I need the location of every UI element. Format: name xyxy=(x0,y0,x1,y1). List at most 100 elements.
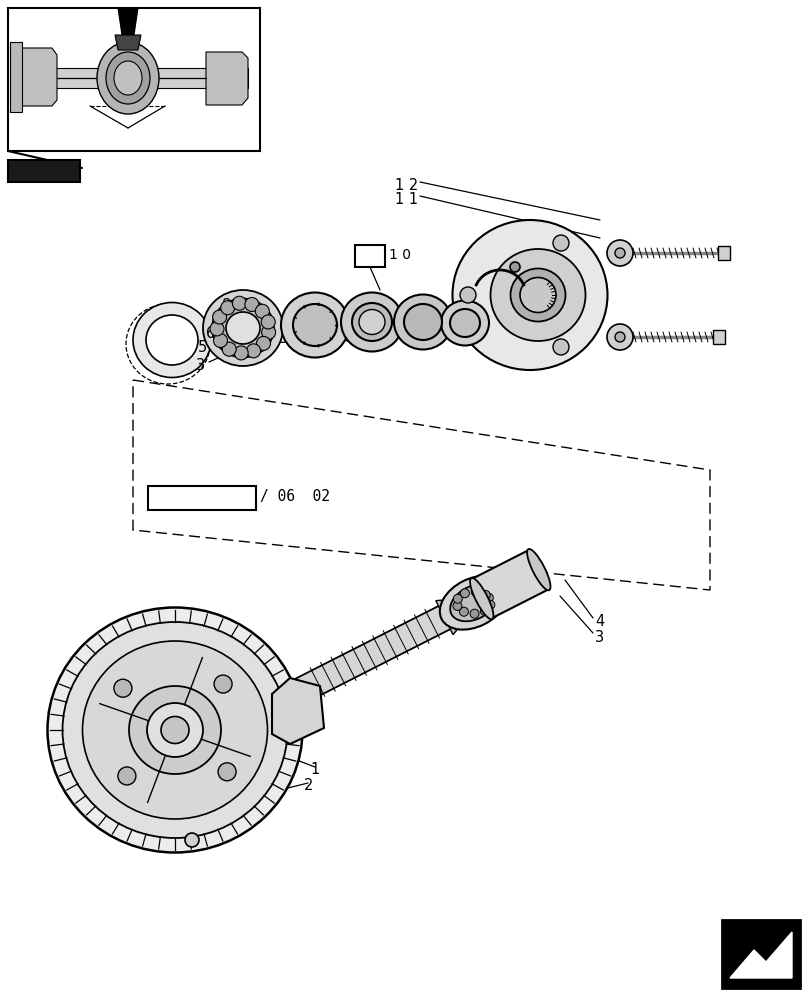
Circle shape xyxy=(460,589,469,598)
Ellipse shape xyxy=(351,303,392,341)
Ellipse shape xyxy=(440,576,507,630)
Circle shape xyxy=(481,590,490,599)
Circle shape xyxy=(232,296,246,310)
Bar xyxy=(8,8,260,151)
Ellipse shape xyxy=(83,641,267,819)
Ellipse shape xyxy=(510,268,564,322)
Ellipse shape xyxy=(129,686,221,774)
Text: 9: 9 xyxy=(358,248,367,262)
Bar xyxy=(721,920,799,988)
Circle shape xyxy=(247,344,260,358)
Circle shape xyxy=(470,609,478,618)
Text: 6: 6 xyxy=(206,326,215,341)
Ellipse shape xyxy=(161,716,189,744)
Text: 3: 3 xyxy=(594,630,603,645)
Polygon shape xyxy=(292,556,547,704)
Ellipse shape xyxy=(449,584,496,621)
Ellipse shape xyxy=(147,703,203,757)
Circle shape xyxy=(453,601,461,610)
Text: 8: 8 xyxy=(221,298,231,313)
Ellipse shape xyxy=(293,304,337,346)
Circle shape xyxy=(552,235,569,251)
Text: 3: 3 xyxy=(195,358,205,373)
Polygon shape xyxy=(118,8,138,35)
Text: 4: 4 xyxy=(594,614,603,629)
Text: / 06  02: / 06 02 xyxy=(260,489,329,504)
Circle shape xyxy=(453,594,461,603)
Ellipse shape xyxy=(281,292,349,358)
Ellipse shape xyxy=(146,315,198,365)
Polygon shape xyxy=(10,42,22,112)
Circle shape xyxy=(480,607,489,616)
Circle shape xyxy=(470,587,479,596)
Ellipse shape xyxy=(519,277,556,312)
Ellipse shape xyxy=(490,249,585,341)
Ellipse shape xyxy=(106,52,150,104)
Polygon shape xyxy=(272,678,324,744)
Circle shape xyxy=(607,324,633,350)
Circle shape xyxy=(460,287,475,303)
Text: 1 1: 1 1 xyxy=(394,192,418,207)
Bar xyxy=(148,486,255,510)
Bar xyxy=(731,932,753,948)
Polygon shape xyxy=(115,35,141,50)
Text: 1 0: 1 0 xyxy=(388,248,410,262)
Ellipse shape xyxy=(440,300,488,346)
Ellipse shape xyxy=(470,578,493,619)
Ellipse shape xyxy=(393,294,452,350)
Circle shape xyxy=(210,322,224,336)
Polygon shape xyxy=(471,550,548,618)
Circle shape xyxy=(256,336,270,350)
Ellipse shape xyxy=(62,622,287,838)
Polygon shape xyxy=(436,600,456,635)
Circle shape xyxy=(614,332,624,342)
Polygon shape xyxy=(20,48,57,106)
Circle shape xyxy=(261,325,275,339)
Circle shape xyxy=(261,315,275,329)
Circle shape xyxy=(221,301,234,315)
Circle shape xyxy=(118,767,135,785)
Circle shape xyxy=(222,342,236,356)
Ellipse shape xyxy=(97,42,159,114)
Text: 5: 5 xyxy=(198,340,207,355)
Text: 1: 1 xyxy=(310,762,319,777)
Circle shape xyxy=(185,833,199,847)
Bar xyxy=(8,160,80,182)
Circle shape xyxy=(213,334,227,348)
Ellipse shape xyxy=(526,549,550,590)
Ellipse shape xyxy=(203,290,283,366)
Polygon shape xyxy=(206,52,247,105)
Circle shape xyxy=(255,304,269,318)
Bar xyxy=(354,245,384,267)
Circle shape xyxy=(509,262,519,272)
Polygon shape xyxy=(717,246,729,260)
Circle shape xyxy=(614,248,624,258)
Circle shape xyxy=(212,310,226,324)
Ellipse shape xyxy=(225,312,260,344)
Polygon shape xyxy=(729,932,791,978)
Polygon shape xyxy=(20,68,247,88)
Polygon shape xyxy=(712,330,724,344)
Ellipse shape xyxy=(452,220,607,370)
Ellipse shape xyxy=(404,304,441,340)
Text: 7: 7 xyxy=(214,312,223,327)
Circle shape xyxy=(483,593,493,602)
Ellipse shape xyxy=(212,298,273,358)
Circle shape xyxy=(114,679,131,697)
Text: 2: 2 xyxy=(303,778,313,793)
Text: 1 2: 1 2 xyxy=(394,178,418,193)
Circle shape xyxy=(485,600,494,609)
Circle shape xyxy=(552,339,569,355)
Ellipse shape xyxy=(133,302,211,377)
Ellipse shape xyxy=(47,607,303,852)
Circle shape xyxy=(459,607,468,616)
Ellipse shape xyxy=(114,61,142,95)
Circle shape xyxy=(214,675,232,693)
Circle shape xyxy=(218,763,236,781)
Circle shape xyxy=(245,298,259,312)
Ellipse shape xyxy=(449,309,479,337)
Ellipse shape xyxy=(341,292,402,352)
Circle shape xyxy=(607,240,633,266)
Circle shape xyxy=(234,346,248,360)
Ellipse shape xyxy=(358,310,384,334)
